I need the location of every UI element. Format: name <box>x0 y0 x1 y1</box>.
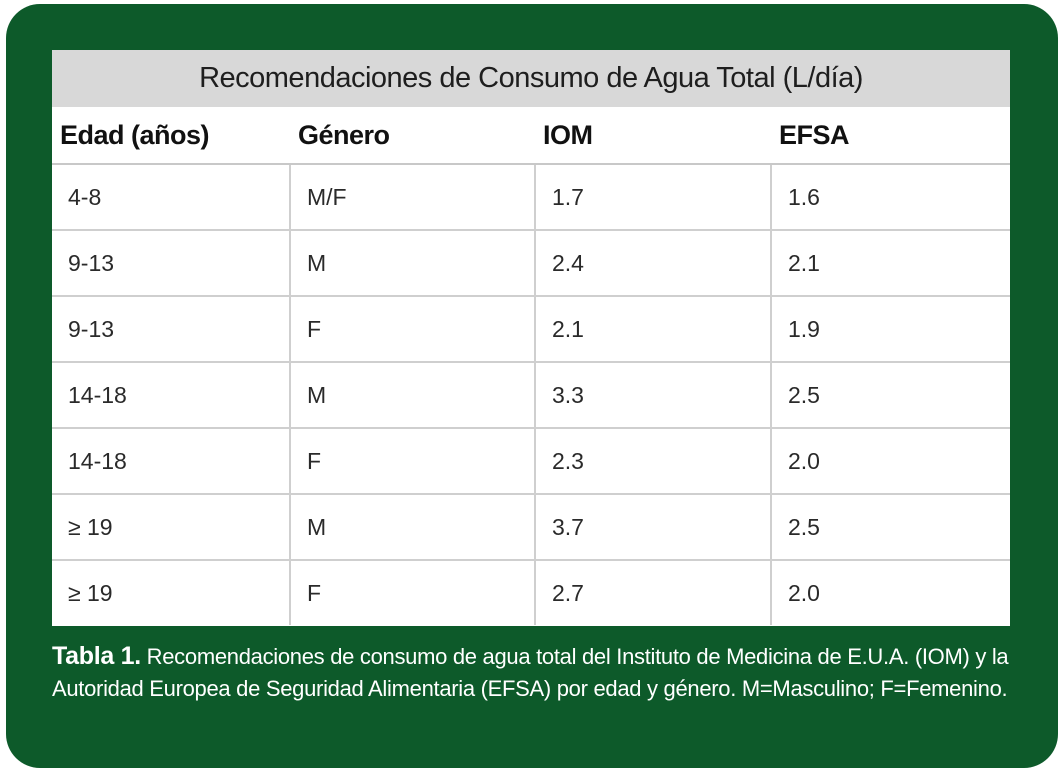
header-gender: Género <box>290 107 535 165</box>
table-title: Recomendaciones de Consumo de Agua Total… <box>52 50 1010 107</box>
cell-gender: F <box>290 560 536 625</box>
cell-age: 9-13 <box>52 230 291 297</box>
cell-efsa: 1.9 <box>771 296 1010 363</box>
header-row: Edad (años) Género IOM EFSA <box>52 107 1010 165</box>
header-iom: IOM <box>535 107 771 165</box>
caption-text: Recomendaciones de consumo de agua total… <box>52 644 1009 701</box>
cell-age: 4-8 <box>52 164 291 231</box>
table-caption: Tabla 1. Recomendaciones de consumo de a… <box>52 640 1022 705</box>
cell-efsa: 1.6 <box>771 164 1010 231</box>
cell-gender: M <box>290 494 536 561</box>
cell-gender: M <box>290 230 536 297</box>
table-row: 9-13 M 2.4 2.1 <box>52 230 1010 297</box>
cell-age: ≥ 19 <box>52 560 291 625</box>
water-intake-table: Recomendaciones de Consumo de Agua Total… <box>52 50 1010 626</box>
cell-gender: F <box>290 428 536 495</box>
cell-efsa: 2.0 <box>788 579 820 606</box>
cell-gender: M <box>290 362 536 429</box>
cell-efsa: 2.0 <box>771 428 1010 495</box>
cell-gender: M/F <box>290 164 536 231</box>
cell-age: 9-13 <box>52 296 291 363</box>
cell-age: 14-18 <box>52 362 291 429</box>
cell-iom: 2.7 <box>535 560 772 625</box>
table-row: ≥ 19 F 2.7 2.0 <box>52 560 1010 625</box>
cell-gender: F <box>290 296 536 363</box>
header-efsa: EFSA <box>771 107 1010 165</box>
cell-iom: 2.3 <box>535 428 772 495</box>
cell-iom: 2.4 <box>535 230 772 297</box>
cell-iom: 2.1 <box>535 296 772 363</box>
cell-iom: 3.3 <box>535 362 772 429</box>
cell-efsa: 2.5 <box>771 494 1010 561</box>
table-row: 9-13 F 2.1 1.9 <box>52 296 1010 363</box>
cell-age: 14-18 <box>52 428 291 495</box>
table-row: 14-18 M 3.3 2.5 <box>52 362 1010 429</box>
table-row: 4-8 M/F 1.7 1.6 <box>52 164 1010 231</box>
cell-iom: 1.7 <box>535 164 772 231</box>
header-age: Edad (años) <box>52 107 290 165</box>
data-table: Edad (años) Género IOM EFSA 4-8 M/F 1.7 … <box>52 107 1010 625</box>
table-row: ≥ 19 M 3.7 2.5 <box>52 494 1010 561</box>
cell-efsa: 2.5 <box>771 362 1010 429</box>
table-row: 14-18 F 2.3 2.0 <box>52 428 1010 495</box>
cell-iom: 3.7 <box>535 494 772 561</box>
cell-efsa: 2.1 <box>771 230 1010 297</box>
caption-label: Tabla 1. <box>52 642 141 670</box>
cell-age: ≥ 19 <box>52 494 291 561</box>
